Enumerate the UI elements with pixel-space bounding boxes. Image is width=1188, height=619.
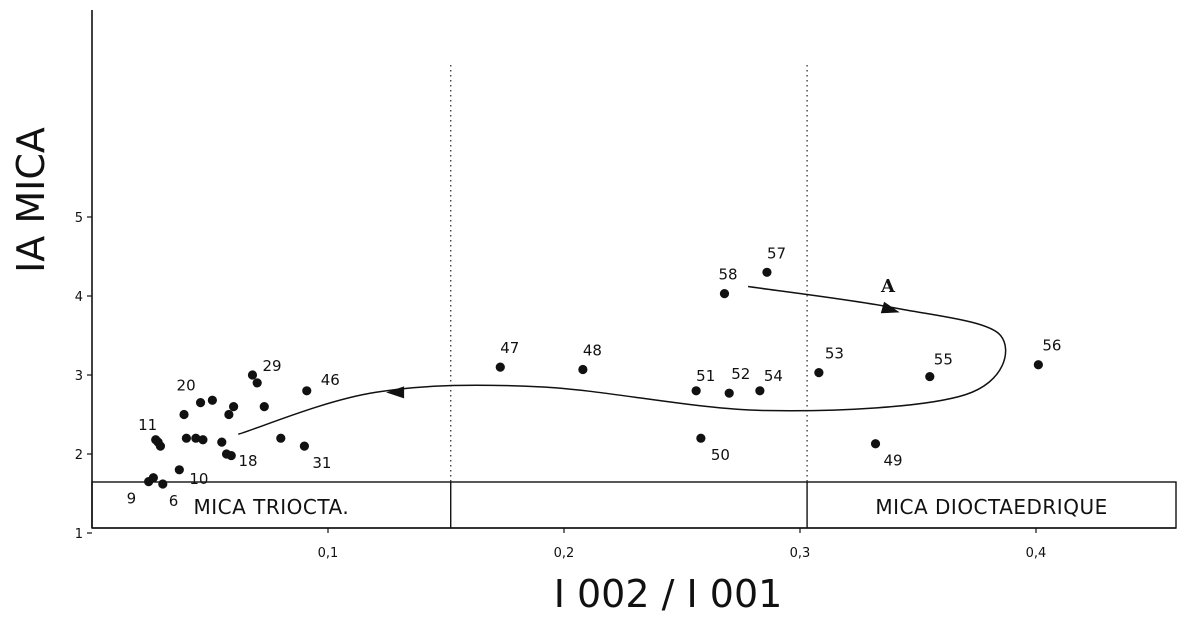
data-point-label: 31	[312, 454, 331, 472]
data-point-label: 52	[731, 365, 750, 383]
x-tick-label: 0,1	[318, 546, 339, 561]
data-point-label: 54	[764, 367, 783, 385]
y-tick-label: 4	[75, 290, 83, 305]
data-point	[195, 398, 206, 408]
data-point	[719, 289, 730, 299]
data-point	[762, 267, 772, 277]
band-labels: MICA TRIOCTA. MICA DIOCTAEDRIQUE	[193, 495, 1107, 519]
arrowhead-shape	[880, 301, 900, 314]
data-point-label: 51	[696, 367, 715, 385]
x-tick-label: 0,3	[790, 546, 811, 561]
data-point	[148, 473, 158, 483]
data-point	[229, 402, 239, 412]
data-point	[755, 386, 765, 396]
data-point	[155, 441, 166, 451]
data-point-label: 46	[321, 371, 340, 389]
data-point	[814, 368, 824, 378]
arrowhead-right	[880, 301, 900, 314]
x-axis-ticks: 0,1 0,2 0,3 0,4	[318, 528, 1047, 561]
data-point	[578, 364, 588, 375]
data-point	[724, 388, 734, 398]
data-point	[207, 395, 217, 405]
data-point-label: 49	[884, 452, 903, 470]
y-tick-label: 5	[75, 211, 83, 226]
data-point	[495, 362, 505, 372]
band-label: MICA TRIOCTA.	[193, 495, 349, 519]
data-point	[181, 433, 191, 443]
data-point	[691, 386, 701, 396]
data-point-label: 47	[500, 339, 519, 357]
data-points: 9 6 10 11 20 18 29 31 46 47 48 51 50 52 54 58 57 53 49 55 56	[127, 244, 1062, 510]
data-point-label: 56	[1042, 337, 1061, 355]
data-point	[696, 433, 706, 443]
data-point-label: 18	[239, 452, 258, 470]
trend-label: A	[880, 276, 896, 297]
data-point	[224, 409, 234, 420]
data-point	[151, 435, 161, 445]
data-point	[174, 465, 184, 475]
trend-curve	[238, 285, 1007, 435]
data-point	[179, 409, 189, 420]
arrowhead-shape	[386, 386, 405, 399]
x-tick-label: 0,2	[554, 546, 575, 561]
data-point	[299, 441, 309, 451]
data-point	[276, 433, 286, 443]
data-point-label: 57	[767, 244, 786, 262]
data-point-label: 11	[138, 416, 157, 434]
data-point-label: 9	[127, 490, 137, 508]
data-point	[226, 450, 236, 461]
data-point-label: 6	[169, 492, 179, 510]
data-point	[158, 479, 168, 489]
divider-lines	[450, 65, 808, 482]
data-point	[302, 386, 312, 396]
x-tick-label: 0,4	[1026, 546, 1047, 561]
data-point-label: 58	[718, 266, 737, 284]
data-point-label: 48	[583, 341, 602, 359]
data-point	[925, 371, 935, 382]
band-label: MICA DIOCTAEDRIQUE	[875, 495, 1107, 519]
y-tick-label: 2	[75, 448, 83, 463]
data-point	[870, 439, 881, 449]
data-point	[191, 433, 201, 443]
data-point-label: 20	[177, 377, 196, 395]
arrowhead-left	[386, 386, 405, 399]
data-point	[198, 435, 208, 445]
trend-arrow-group: A	[238, 276, 1007, 435]
legend-band-box	[91, 481, 1177, 529]
y-tick-label: 3	[75, 369, 83, 384]
data-point	[252, 378, 262, 388]
data-point	[1033, 360, 1043, 370]
y-tick-label: 1	[75, 527, 83, 542]
data-point-label: 29	[262, 357, 281, 375]
data-point-label: 55	[934, 351, 953, 369]
x-axis-title: I 002 / I 001	[554, 572, 783, 616]
data-point-label: 50	[711, 446, 730, 464]
y-axis-ticks: 1 2 3 4 5	[75, 211, 92, 542]
data-point-label: 10	[189, 470, 208, 488]
data-point	[217, 437, 227, 447]
data-point	[247, 370, 258, 380]
data-point-label: 53	[825, 345, 844, 363]
band-separators	[450, 482, 808, 528]
y-axis-title: IA MICA	[9, 127, 53, 273]
data-point	[259, 402, 269, 412]
